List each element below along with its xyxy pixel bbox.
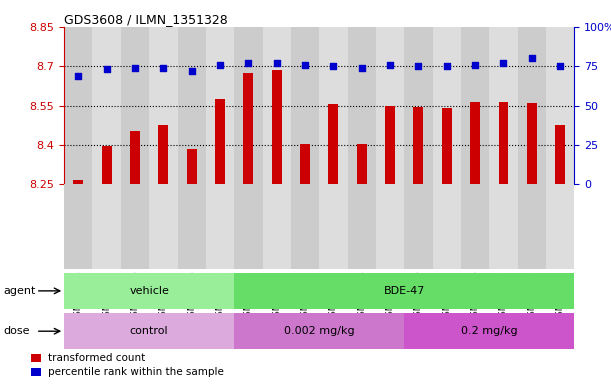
- Bar: [442, 108, 452, 184]
- Bar: [64, 27, 92, 184]
- Bar: [348, 27, 376, 184]
- Bar: [348, 184, 376, 269]
- Bar: [121, 27, 149, 184]
- Point: [499, 60, 508, 66]
- Text: control: control: [130, 326, 169, 336]
- Bar: [272, 70, 282, 184]
- Bar: [234, 313, 404, 349]
- Point: [555, 63, 565, 70]
- Bar: [319, 184, 348, 269]
- Bar: [31, 354, 42, 362]
- Bar: [499, 102, 508, 184]
- Text: agent: agent: [3, 286, 35, 296]
- Bar: [376, 184, 404, 269]
- Point: [470, 61, 480, 68]
- Point: [385, 61, 395, 68]
- Point: [130, 65, 140, 71]
- Bar: [357, 144, 367, 184]
- Bar: [489, 27, 518, 184]
- Bar: [376, 27, 404, 184]
- Point: [73, 73, 83, 79]
- Bar: [234, 27, 263, 184]
- Bar: [64, 184, 92, 269]
- Text: vehicle: vehicle: [130, 286, 169, 296]
- Bar: [64, 313, 234, 349]
- Bar: [178, 27, 206, 184]
- Bar: [149, 184, 178, 269]
- Bar: [404, 313, 574, 349]
- Point: [215, 61, 225, 68]
- Point: [244, 60, 254, 66]
- Point: [329, 63, 338, 70]
- Bar: [414, 107, 423, 184]
- Bar: [546, 184, 574, 269]
- Text: percentile rank within the sample: percentile rank within the sample: [48, 366, 224, 377]
- Point: [272, 60, 282, 66]
- Bar: [263, 184, 291, 269]
- Bar: [121, 184, 149, 269]
- Bar: [92, 184, 121, 269]
- Point: [414, 63, 423, 70]
- Bar: [546, 27, 574, 184]
- Bar: [187, 149, 197, 184]
- Text: 0.002 mg/kg: 0.002 mg/kg: [284, 326, 354, 336]
- Bar: [92, 27, 121, 184]
- Bar: [518, 27, 546, 184]
- Text: BDE-47: BDE-47: [384, 286, 425, 296]
- Point: [102, 66, 112, 73]
- Bar: [489, 184, 518, 269]
- Bar: [64, 273, 234, 309]
- Bar: [234, 273, 574, 309]
- Bar: [178, 184, 206, 269]
- Bar: [433, 27, 461, 184]
- Bar: [329, 104, 338, 184]
- Bar: [206, 27, 234, 184]
- Text: dose: dose: [3, 326, 29, 336]
- Bar: [243, 73, 254, 184]
- Bar: [385, 106, 395, 184]
- Point: [187, 68, 197, 74]
- Bar: [300, 144, 310, 184]
- Bar: [158, 125, 168, 184]
- Bar: [101, 146, 112, 184]
- Bar: [518, 184, 546, 269]
- Point: [442, 63, 452, 70]
- Bar: [234, 184, 263, 269]
- Bar: [206, 184, 234, 269]
- Point: [357, 65, 367, 71]
- Text: GDS3608 / ILMN_1351328: GDS3608 / ILMN_1351328: [64, 13, 228, 26]
- Text: transformed count: transformed count: [48, 353, 145, 363]
- Point: [527, 55, 536, 61]
- Bar: [291, 184, 319, 269]
- Bar: [404, 27, 433, 184]
- Bar: [404, 184, 433, 269]
- Bar: [470, 102, 480, 184]
- Bar: [130, 131, 140, 184]
- Bar: [291, 27, 319, 184]
- Bar: [461, 184, 489, 269]
- Bar: [527, 103, 537, 184]
- Bar: [461, 27, 489, 184]
- Bar: [31, 368, 42, 376]
- Bar: [263, 27, 291, 184]
- Bar: [73, 180, 83, 184]
- Text: 0.2 mg/kg: 0.2 mg/kg: [461, 326, 518, 336]
- Point: [158, 65, 168, 71]
- Bar: [215, 99, 225, 184]
- Point: [300, 61, 310, 68]
- Bar: [555, 125, 565, 184]
- Bar: [433, 184, 461, 269]
- Bar: [149, 27, 178, 184]
- Bar: [319, 27, 348, 184]
